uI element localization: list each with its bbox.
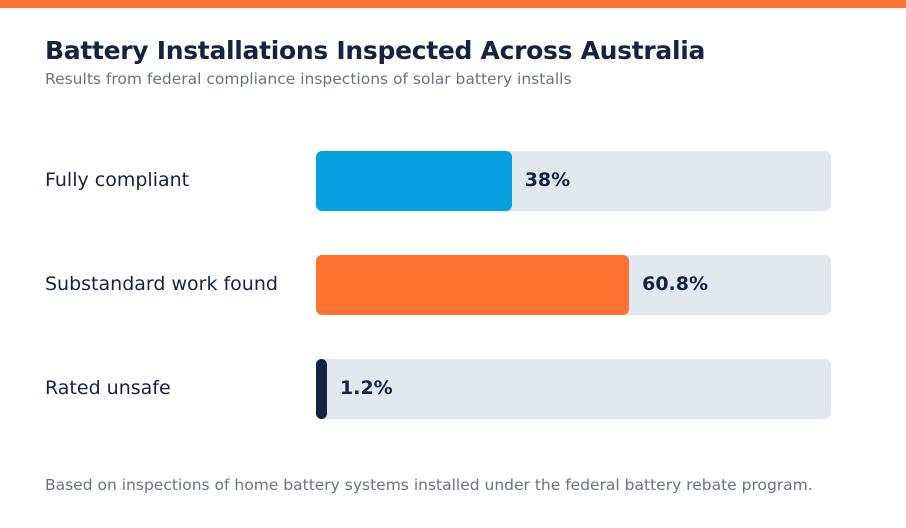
value-label-rated-unsafe: 1.2% (340, 377, 393, 399)
category-label-fully-compliant: Fully compliant (45, 169, 190, 191)
bar-rated-unsafe (316, 359, 327, 419)
value-label-fully-compliant: 38% (524, 169, 571, 191)
category-label-rated-unsafe: Rated unsafe (45, 377, 171, 399)
bar-substandard-work-found (316, 255, 630, 315)
chart-subtitle: Results from federal compliance inspecti… (45, 70, 572, 88)
value-label-substandard-work-found: 60.8% (642, 273, 709, 295)
chart-footnote: Based on inspections of home battery sys… (45, 476, 813, 494)
category-label-substandard-work-found: Substandard work found (45, 273, 278, 295)
chart-title: Battery Installations Inspected Across A… (45, 36, 706, 65)
accent-top-bar (0, 0, 906, 8)
bar-track-rated-unsafe (316, 359, 831, 419)
bar-fully-compliant (316, 151, 512, 211)
